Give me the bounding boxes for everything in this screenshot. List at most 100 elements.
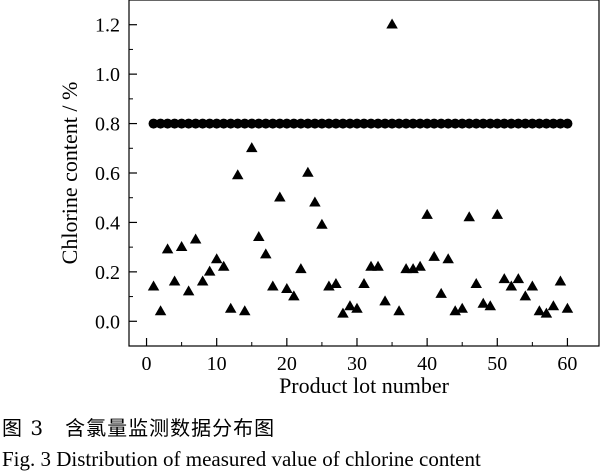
circle-point [492,118,503,129]
triangle-point [203,265,216,276]
triangle-point [288,290,300,301]
triangle-point [428,250,440,261]
triangle-point [442,253,454,264]
circle-point [218,118,229,129]
circle-point [309,118,320,129]
circle-point [190,118,201,129]
circle-point [534,118,545,129]
triangle-point [393,305,405,316]
triangle-point [238,305,251,316]
triangle-point [267,280,279,291]
circle-point [499,118,510,129]
triangle-point [154,305,167,316]
triangle-point [463,211,475,222]
circle-point [211,118,222,129]
triangle-point [547,300,560,311]
y-tick-label: 0.8 [95,114,120,136]
x-axis-title: Product lot number [279,373,450,398]
y-tick-label: 1.0 [95,64,120,86]
circle-point [351,118,362,129]
triangle-point [554,275,567,286]
circle-point [527,118,538,129]
triangle-point [253,231,265,242]
x-tick-label: 0 [142,353,152,375]
circle-point [274,118,285,129]
triangle-point [540,307,553,318]
triangle-point [435,287,447,298]
circle-point [204,118,215,129]
triangle-point [231,169,244,180]
x-tick-label: 60 [557,353,577,375]
circle-point [316,118,327,129]
chart-figure: 0 10 20 30 40 50 60 0.0 0.2 0.4 0.6 0.8 1.0 1.2 Produ… [57,0,600,398]
circle-point [302,118,313,129]
x-tick-label: 30 [347,353,367,375]
circle-point [555,118,566,129]
circle-point [281,118,292,129]
triangle-point [561,302,574,313]
axis-ticks [129,24,569,346]
circle-point [436,118,447,129]
circle-point [373,118,384,129]
circle-point [443,118,454,129]
circle-point [239,118,250,129]
triangle-point [175,240,188,251]
circle-point [267,118,278,129]
figure-caption-chinese: 图 3 含氯量监测数据分布图 [2,416,276,440]
triangle-point [470,278,482,289]
circle-point [422,118,433,129]
circle-point [450,118,461,129]
circle-point [429,118,440,129]
triangle-point [281,282,293,293]
circle-point [520,118,531,129]
circle-point [197,118,208,129]
figure-caption-english: Fig. 3 Distribution of measured value of… [2,447,481,471]
triangle-point [224,302,237,313]
circle-point [366,118,377,129]
y-axis-title: Chlorine content / % [57,82,82,265]
circle-point [225,118,236,129]
circle-point [344,118,355,129]
y-tick-label: 0.2 [95,262,120,284]
triangle-point [316,218,328,229]
triangle-point [196,275,209,286]
circle-point [380,118,391,129]
circle-point [260,118,271,129]
triangle-point [295,263,307,274]
circle-point [394,118,405,129]
triangle-point [351,302,363,313]
triangle-point [526,280,539,291]
circle-point [457,118,468,129]
circle-point [323,118,334,129]
y-tick-label: 0.4 [95,212,120,234]
circle-point [513,118,524,129]
circle-point [246,118,257,129]
triangle-point [189,233,202,244]
triangle-point [246,142,258,153]
series-triangles [147,18,574,318]
circle-point [330,118,341,129]
triangle-point [302,166,314,177]
triangle-point [421,208,433,219]
circle-point [253,118,264,129]
triangle-point [372,260,384,271]
x-tick-label: 40 [417,353,437,375]
triangle-point [161,243,174,254]
tick-labels: 0 10 20 30 40 50 60 0.0 0.2 0.4 0.6 0.8 1.0 1.2 [95,15,577,375]
triangle-point [274,191,286,202]
triangle-point [505,280,518,291]
plot-frame [128,0,600,347]
triangle-point [456,302,468,313]
triangle-point [309,196,321,207]
triangle-point [519,290,532,301]
triangle-point [386,18,398,29]
circle-point [415,118,426,129]
triangle-point [379,295,391,306]
circle-point [148,118,159,129]
circle-point [295,118,306,129]
x-tick-label: 20 [277,353,297,375]
triangle-point [147,280,160,291]
circle-point [485,118,496,129]
triangle-point [330,278,342,289]
circle-point [401,118,412,129]
